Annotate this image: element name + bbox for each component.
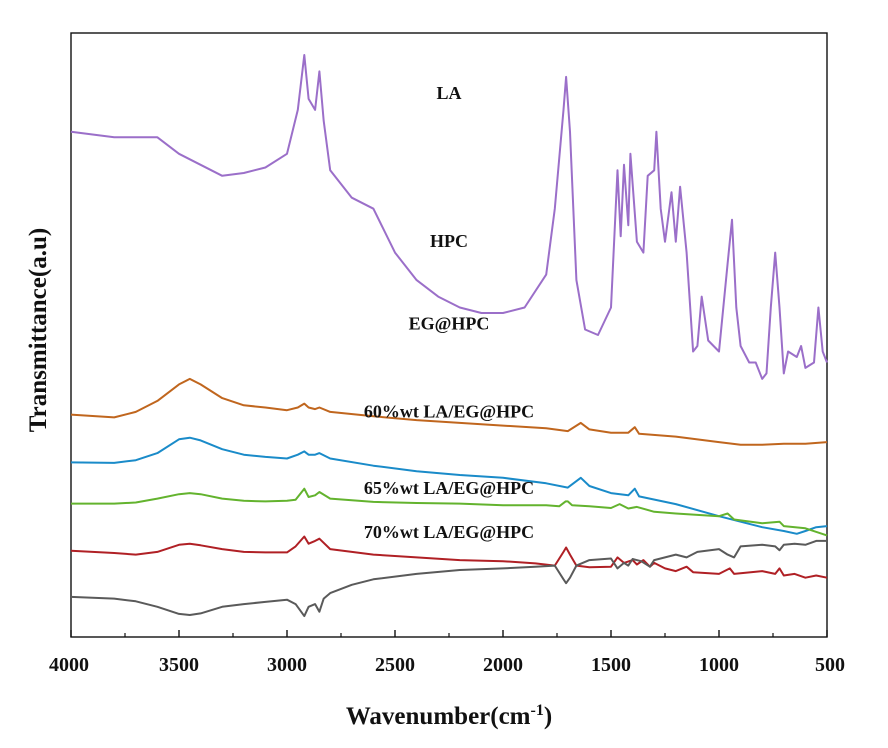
x-tick-label: 1000: [699, 654, 739, 676]
series-layer: [70, 54, 828, 618]
series-line-6: [70, 539, 827, 618]
series-label-2: HPC: [430, 231, 468, 251]
y-axis-title: Transmittance(a.u): [25, 228, 52, 432]
series-line-2: [70, 377, 828, 446]
series-label-5: 65%wt LA/EG@HPC: [364, 478, 534, 498]
series-line-5: [70, 535, 828, 579]
series-line-4: [71, 487, 828, 537]
series-label-6: 70%wt LA/EG@HPC: [364, 522, 534, 542]
series-labels: LA HPC EG@HPC 60%wt LA/EG@HPC 65%wt LA/EG@HP…: [364, 83, 534, 542]
x-axis-ticks: 4000 3500 3000 2500 2000 1500 1000 500: [49, 630, 845, 676]
x-tick-label: 3500: [159, 654, 199, 676]
plot-frame: [70, 32, 828, 638]
x-tick-label: 2000: [483, 654, 523, 676]
x-tick-label: 500: [815, 654, 845, 676]
series-label-4: 60%wt LA/EG@HPC: [364, 401, 534, 421]
x-tick-label: 3000: [267, 654, 307, 676]
x-tick-label: 2500: [375, 654, 415, 676]
x-axis-title: Wavenumber(cm-1): [346, 702, 552, 730]
x-tick-label: 4000: [49, 654, 89, 676]
x-tick-label: 1500: [591, 654, 631, 676]
series-line-1: [70, 54, 828, 380]
x-axis-title-suffix: ): [544, 703, 552, 730]
x-axis-title-superscript: -1: [531, 702, 544, 719]
series-label-3: EG@HPC: [409, 314, 490, 334]
series-label-1: LA: [436, 83, 461, 103]
